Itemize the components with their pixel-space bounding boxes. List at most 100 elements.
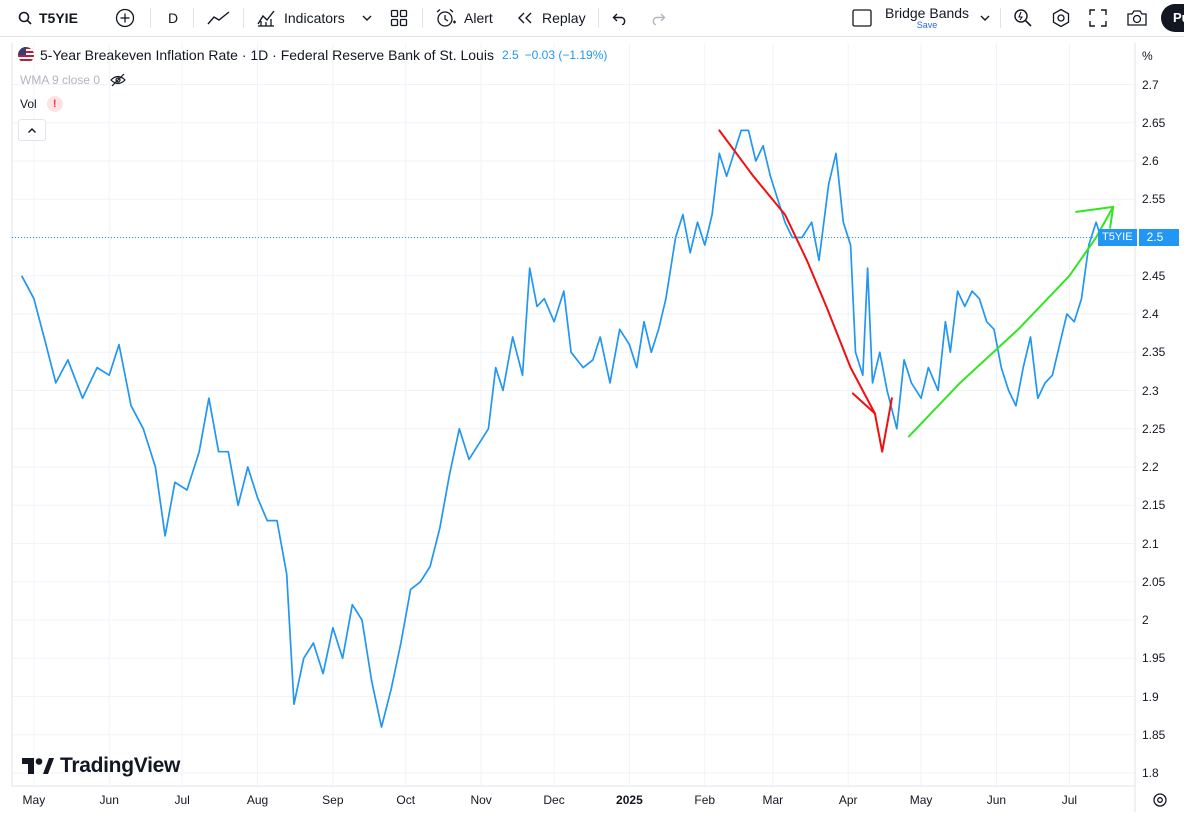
time-tick-label: 2025 [616,793,643,807]
redo-icon [652,13,666,25]
time-tick-label: Jul [1061,793,1078,807]
undo-button[interactable] [612,0,628,36]
time-tick-label: Dec [543,793,565,807]
freehand-arrow-up-head [1075,205,1115,229]
layout-selector[interactable]: Bridge Bands Save [852,0,991,36]
chevron-down-icon [362,15,372,21]
eye-hidden-icon[interactable] [110,73,126,87]
price-tick-label: 1.95 [1142,651,1166,666]
volume-label: Vol [20,97,37,111]
gear-icon [1052,8,1070,28]
replay-label: Replay [542,10,586,26]
price-tag-value: 2.5 [1138,229,1179,246]
alert-label: Alert [464,10,493,26]
tradingview-logo[interactable]: TradingView [22,754,180,778]
toolbar-divider [1000,8,1001,28]
price-tick-label: 2 [1142,613,1149,627]
drawing-annotations [718,129,1115,453]
line-chart-icon [207,11,230,25]
time-tick-label: Apr [838,793,858,807]
price-tag-symbol: T5YIE [1098,229,1137,246]
alert-button[interactable]: Alert [435,0,493,36]
collapse-legend-button[interactable] [18,119,46,141]
price-tick-label: 2.2 [1142,460,1159,474]
plus-circle-icon [115,8,135,28]
grid-layout-icon [390,9,408,27]
layout-frame-icon [852,9,872,27]
price-chart[interactable] [0,37,1184,822]
compare-symbol-button[interactable] [115,0,135,36]
time-tick-label: Jun [99,793,119,807]
warning-icon[interactable]: ! [46,96,63,112]
price-tick-label: 2.6 [1142,154,1159,168]
undo-icon [612,13,626,25]
price-tick-label: 2.65 [1142,115,1166,130]
last-price-tag: T5YIE 2.5 [1098,229,1179,246]
freehand-arrow-down [718,129,893,453]
interval-label: D [168,10,179,26]
zoom-search-icon [1014,9,1032,27]
redo-button[interactable] [650,0,666,36]
symbol-label: T5YIE [39,10,78,26]
toolbar-divider [422,8,423,28]
symbol-search[interactable]: T5YIE [18,0,78,36]
time-tick-label: Oct [396,793,416,807]
layouts-button[interactable] [390,0,408,36]
price-tick-label: 2.45 [1142,268,1166,283]
price-tick-label: 1.8 [1142,766,1159,780]
rewind-icon [518,12,532,24]
publish-button[interactable]: Pu [1161,0,1184,36]
tradingview-logo-icon [22,758,54,774]
price-unit-label: % [1142,49,1153,63]
camera-icon [1127,10,1147,26]
timezone-settings-button[interactable] [1152,792,1168,813]
indicators-button[interactable]: Indicators [256,0,345,36]
series-legend[interactable]: 5-Year Breakeven Inflation Rate · 1D · F… [18,47,607,63]
series-line-t5yie [20,129,1102,728]
chart-grid [12,43,1135,786]
search-icon [18,11,32,25]
tradingview-wordmark: TradingView [60,754,181,777]
replay-button[interactable]: Replay [516,0,586,36]
freehand-arrow-down-head [851,392,876,415]
us-flag-icon [18,47,34,63]
price-tick-label: 2.1 [1142,536,1159,551]
price-tick-label: 2.4 [1142,307,1159,321]
toolbar-divider [598,8,599,28]
settings-button[interactable] [1051,0,1071,36]
top-toolbar: T5YIE D Indicators Alert Replay Bridge B… [0,0,1184,37]
chart-area[interactable] [0,37,1184,822]
series-title: 5-Year Breakeven Inflation Rate · 1D · F… [40,47,494,63]
price-tick-label: 2.3 [1142,383,1159,398]
time-tick-label: Sep [322,793,344,807]
volume-legend[interactable]: Vol ! [20,96,63,112]
price-tick-label: 1.85 [1142,727,1166,742]
interval-button[interactable]: D [168,0,178,36]
fullscreen-button[interactable] [1089,0,1107,36]
toolbar-divider [193,8,194,28]
time-tick-label: May [22,793,46,807]
gear-icon [1153,793,1167,807]
indicator-templates-button[interactable] [361,0,373,36]
time-tick-label: Jul [174,793,190,807]
alarm-clock-icon [436,9,456,27]
quick-search-button[interactable] [1013,0,1033,36]
chart-type-button[interactable] [207,0,231,36]
indicators-icon [257,10,275,27]
price-tick-label: 2.55 [1142,192,1166,207]
snapshot-button[interactable] [1126,0,1148,36]
toolbar-divider [243,8,244,28]
layout-save-status: Save [916,19,938,30]
wma-indicator-legend[interactable]: WMA 9 close 0 [20,73,126,87]
toolbar-divider [150,8,151,28]
time-tick-label: Aug [246,793,269,807]
chevron-down-icon [980,15,990,21]
price-tick-label: 1.9 [1142,689,1159,704]
chevron-up-icon [28,127,36,133]
last-value: 2.5 [501,48,519,62]
layout-name: Bridge Bands [885,4,970,21]
wma-label: WMA 9 close 0 [20,73,101,87]
indicators-label: Indicators [284,10,345,26]
time-tick-label: Jun [986,793,1007,807]
time-tick-label: Mar [762,793,784,807]
